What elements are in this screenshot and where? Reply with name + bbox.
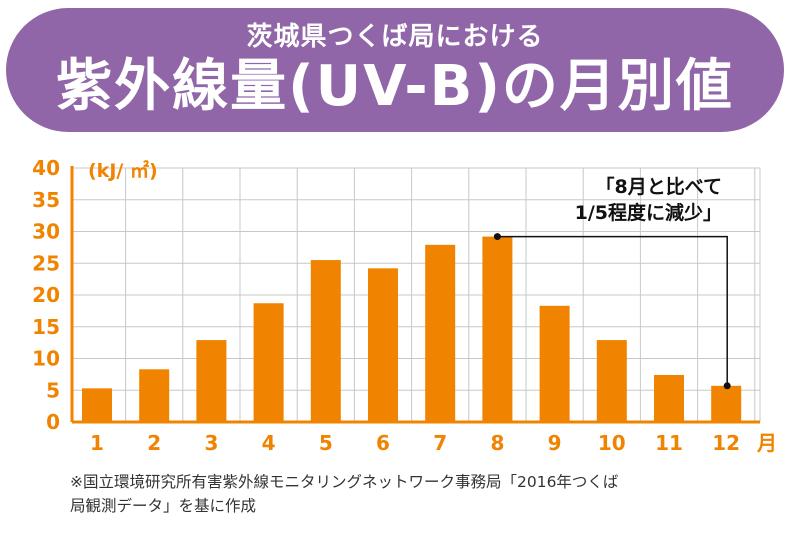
x-tick-label: 11 (655, 431, 683, 455)
bar-month-5 (310, 260, 341, 422)
x-axis-label: 月 (756, 431, 777, 455)
bar-month-2 (139, 369, 170, 422)
title-banner: 茨城県つくば局における 紫外線量(UV-B)の月別値 (6, 8, 784, 132)
annotation-connector (497, 235, 728, 386)
x-tick-label: 4 (262, 431, 276, 455)
bar-month-7 (425, 244, 456, 422)
chart-title: 紫外線量(UV-B)の月別値 (56, 54, 734, 119)
x-tick-label: 1 (90, 431, 104, 455)
y-tick-label: 20 (32, 283, 60, 307)
x-tick-label: 10 (598, 431, 626, 455)
y-tick-label: 30 (32, 220, 60, 244)
y-tick-label: 5 (46, 378, 60, 402)
x-tick-label: 3 (204, 431, 218, 455)
x-tick-label: 5 (319, 431, 333, 455)
y-tick-label: 40 (32, 156, 60, 180)
annotation-dot-start (493, 233, 501, 241)
bar-month-12 (711, 385, 742, 422)
x-tick-label: 7 (433, 431, 447, 455)
x-tick-label: 9 (548, 431, 562, 455)
x-tick-label: 2 (147, 431, 161, 455)
footnote-line-1: ※国立環境研究所有害紫外線モニタリングネットワーク事務局「2016年つくば (70, 473, 619, 491)
y-axis-unit-label: (kJ/ ㎡) (88, 159, 158, 182)
bar-month-1 (82, 388, 112, 422)
chart-subtitle: 茨城県つくば局における (246, 22, 544, 52)
bar-month-10 (596, 340, 627, 422)
bar-month-3 (196, 340, 227, 422)
footnote-line-2: 局観測データ」を基に作成 (70, 497, 257, 515)
bar-month-11 (654, 375, 684, 422)
bar-month-9 (539, 305, 570, 422)
bar-month-6 (368, 268, 398, 422)
y-tick-label: 0 (46, 410, 60, 434)
source-footnote: ※国立環境研究所有害紫外線モニタリングネットワーク事務局「2016年つくば 局観… (70, 470, 775, 518)
annotation-line-2: 1/5程度に減少」 (575, 201, 722, 224)
y-tick-label: 25 (32, 251, 60, 275)
x-tick-label: 12 (712, 431, 740, 455)
x-tick-label: 6 (376, 431, 390, 455)
annotation-dot-end (723, 382, 731, 390)
bars (82, 236, 742, 422)
bar-month-4 (253, 303, 284, 422)
x-tick-label: 8 (490, 431, 504, 455)
bar-month-8 (482, 236, 513, 422)
annotation: 「8月と比べて 1/5程度に減少」 (493, 175, 731, 390)
annotation-line-1: 「8月と比べて (596, 175, 722, 198)
y-tick-label: 10 (32, 347, 60, 371)
grid-lines (72, 167, 761, 422)
y-tick-label: 35 (32, 188, 60, 212)
y-tick-label: 15 (32, 315, 60, 339)
